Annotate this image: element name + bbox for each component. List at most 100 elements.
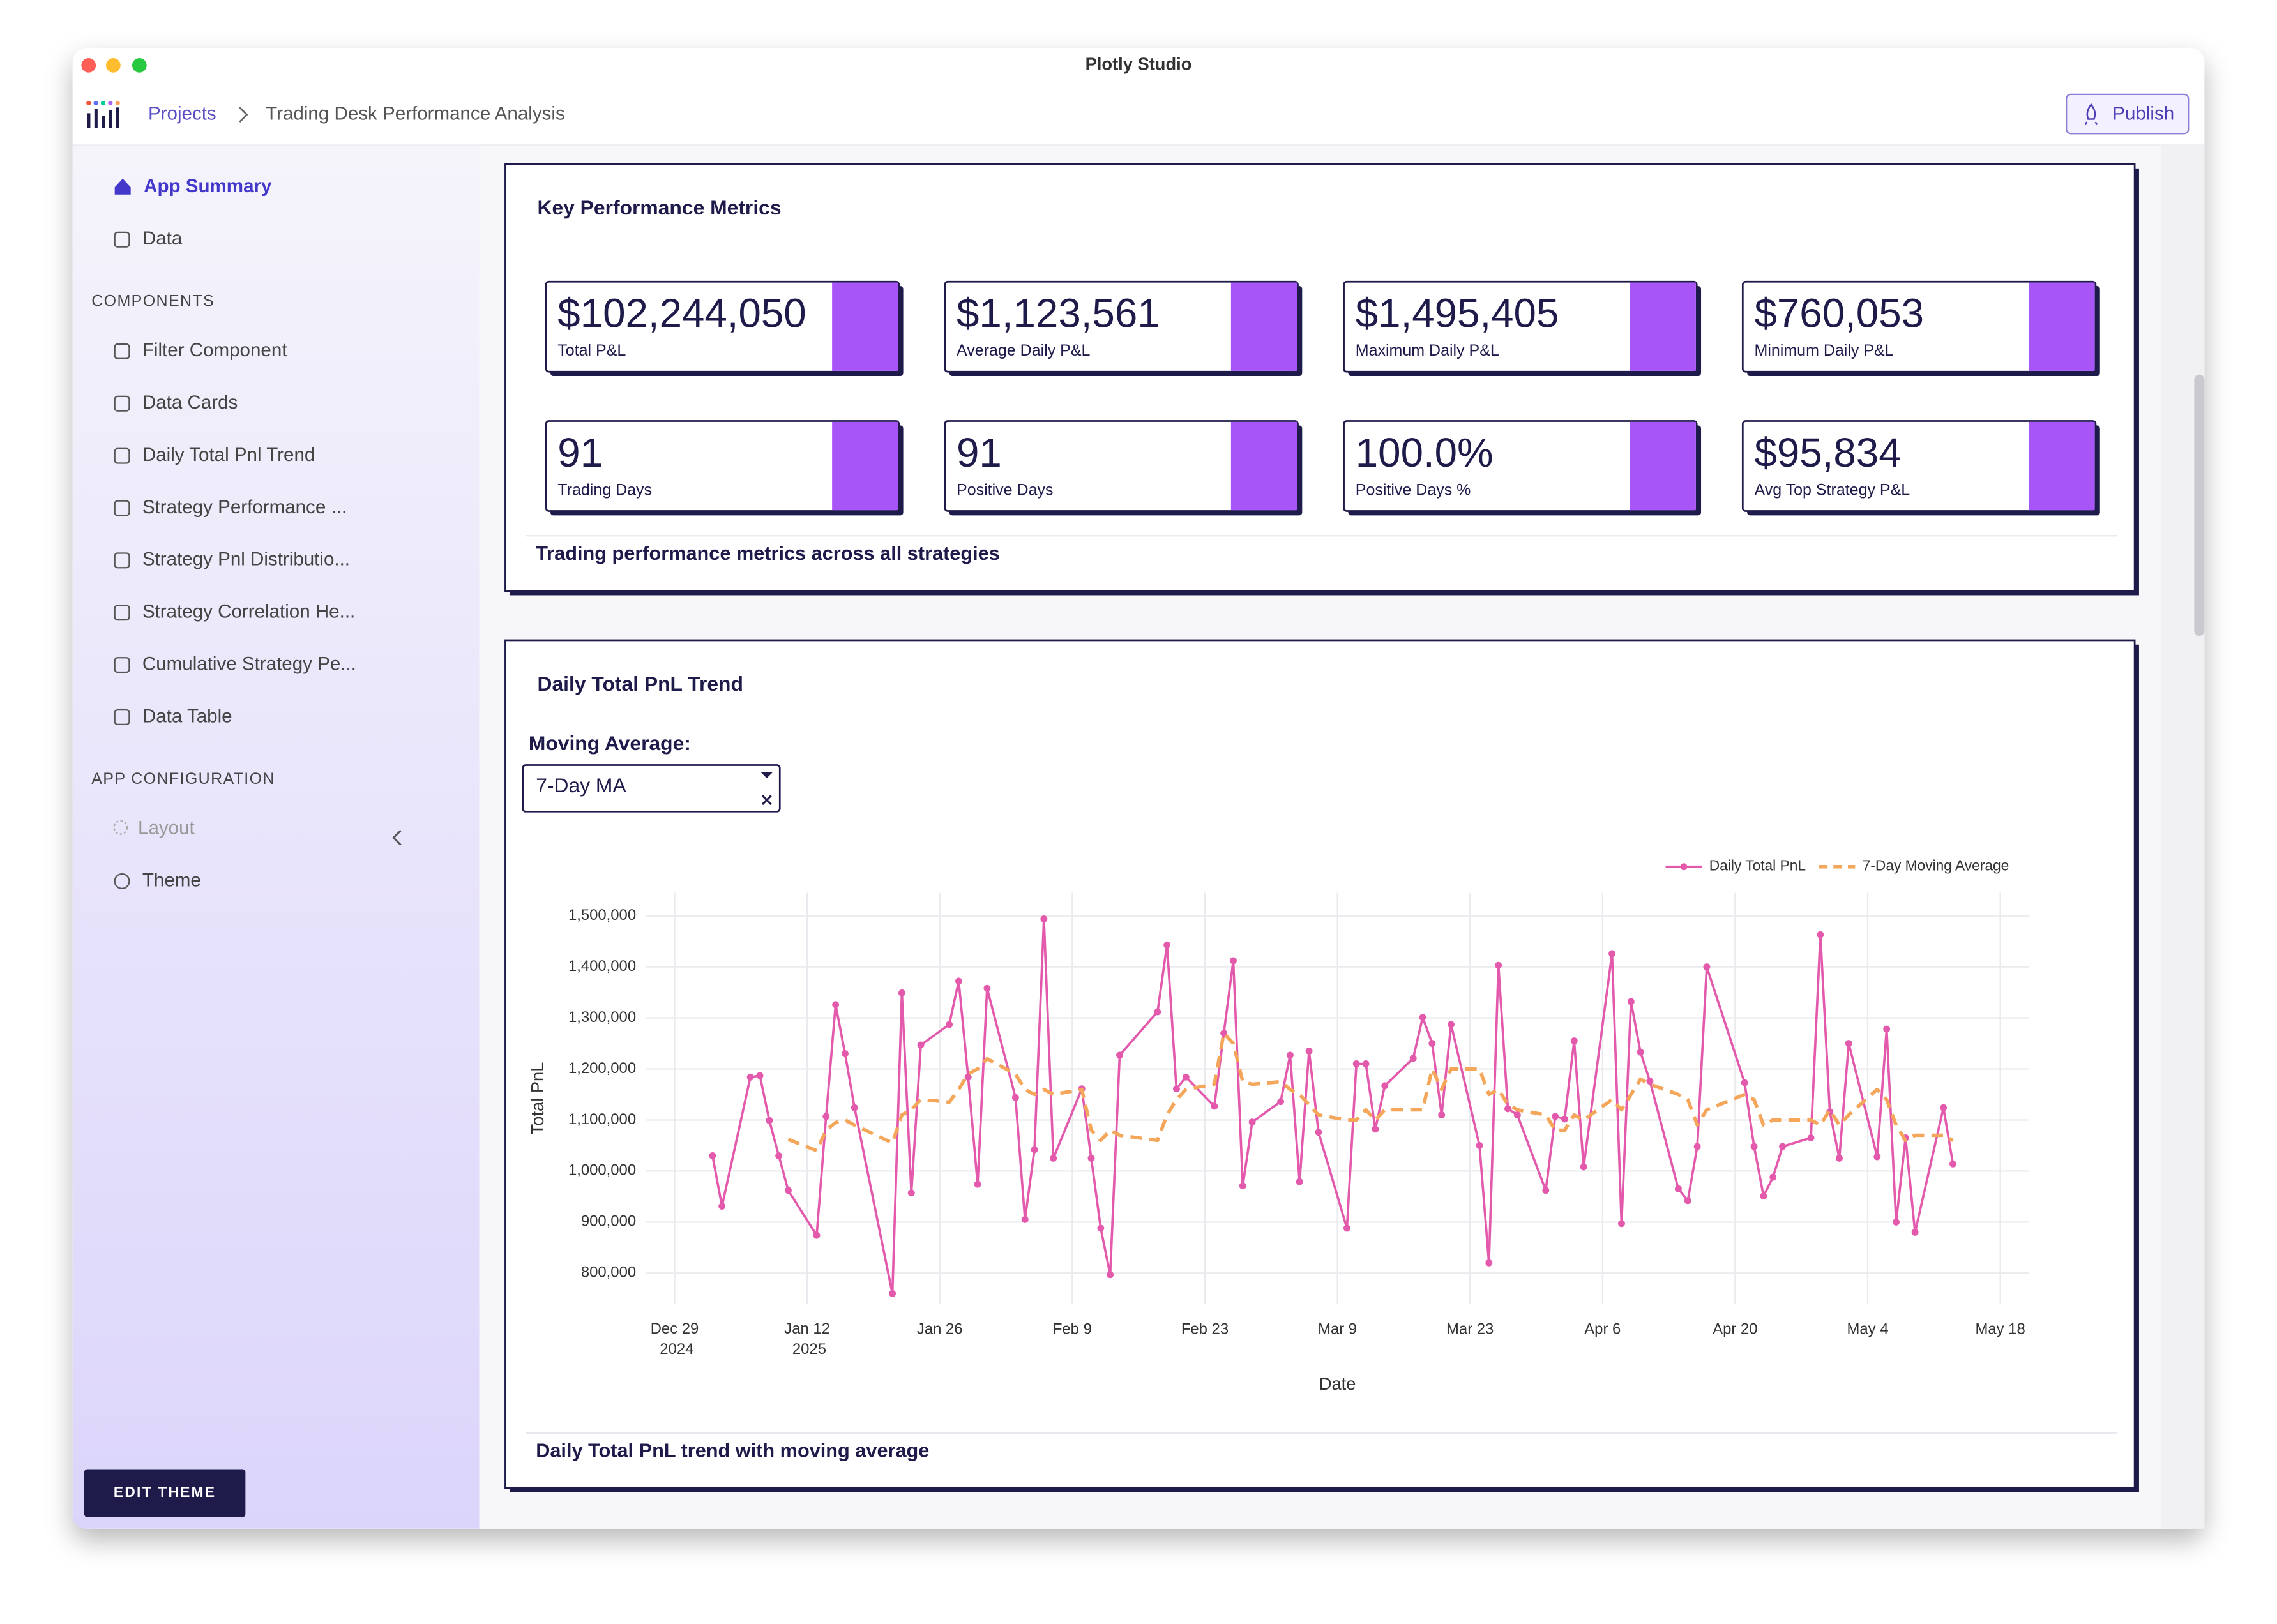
data-point[interactable] <box>1239 1182 1246 1190</box>
data-point[interactable] <box>1248 1118 1256 1126</box>
nav-icon[interactable] <box>114 343 130 359</box>
data-point[interactable] <box>955 977 962 985</box>
data-point[interactable] <box>1570 1037 1578 1044</box>
nav-icon[interactable] <box>114 873 130 889</box>
breadcrumb-root[interactable]: Projects <box>148 103 216 124</box>
nav-icon[interactable] <box>114 447 130 464</box>
nav-item[interactable]: Data Cards <box>142 392 238 413</box>
data-point[interactable] <box>1448 1021 1455 1028</box>
data-point[interactable] <box>1011 1094 1019 1101</box>
data-point[interactable] <box>1741 1079 1748 1086</box>
data-point[interactable] <box>841 1050 849 1057</box>
data-point[interactable] <box>775 1152 783 1159</box>
data-point[interactable] <box>1476 1141 1483 1149</box>
data-point[interactable] <box>1940 1104 1948 1111</box>
data-point[interactable] <box>1637 1048 1644 1056</box>
edit-theme-label[interactable]: EDIT THEME <box>114 1484 216 1500</box>
nav-item[interactable]: Strategy Pnl Distributio... <box>142 549 350 570</box>
data-point[interactable] <box>766 1116 773 1124</box>
data-point[interactable] <box>1608 950 1616 958</box>
data-point[interactable] <box>1220 1030 1228 1037</box>
data-point[interactable] <box>1495 961 1502 969</box>
data-point[interactable] <box>917 1041 925 1049</box>
data-point[interactable] <box>1173 1085 1180 1093</box>
legend-label[interactable]: Daily Total PnL <box>1709 857 1806 874</box>
data-point[interactable] <box>1277 1098 1285 1106</box>
data-point[interactable] <box>898 989 905 996</box>
data-point[interactable] <box>1315 1129 1322 1136</box>
data-point[interactable] <box>1485 1259 1493 1267</box>
data-point[interactable] <box>1580 1163 1587 1171</box>
data-point[interactable] <box>1107 1271 1114 1279</box>
data-point[interactable] <box>709 1152 716 1159</box>
data-point[interactable] <box>1296 1178 1303 1185</box>
data-point[interactable] <box>1031 1146 1038 1154</box>
data-point[interactable] <box>1769 1173 1777 1181</box>
data-point[interactable] <box>1229 957 1237 965</box>
data-point[interactable] <box>813 1231 821 1239</box>
data-point[interactable] <box>1428 1040 1436 1047</box>
scrollbar-thumb[interactable] <box>2194 374 2205 636</box>
data-point[interactable] <box>1911 1228 1919 1236</box>
data-point[interactable] <box>1286 1051 1294 1059</box>
data-point[interactable] <box>889 1289 896 1297</box>
close-button[interactable] <box>81 57 96 73</box>
data-point[interactable] <box>1693 1143 1701 1150</box>
data-point[interactable] <box>746 1073 754 1081</box>
data-point[interactable] <box>1883 1025 1891 1033</box>
data-point[interactable] <box>1097 1224 1105 1232</box>
nav-item[interactable]: Strategy Correlation He... <box>142 601 355 622</box>
data-point[interactable] <box>946 1021 953 1028</box>
data-point[interactable] <box>822 1113 830 1120</box>
legend-label[interactable]: 7-Day Moving Average <box>1863 857 2009 874</box>
data-point[interactable] <box>1381 1082 1389 1090</box>
data-point[interactable] <box>1684 1197 1691 1205</box>
data-point[interactable] <box>1893 1218 1900 1226</box>
data-point[interactable] <box>1362 1060 1370 1067</box>
data-point[interactable] <box>1305 1048 1313 1055</box>
data-point[interactable] <box>1087 1154 1095 1162</box>
data-point[interactable] <box>1513 1111 1521 1118</box>
data-point[interactable] <box>851 1104 858 1111</box>
data-point[interactable] <box>1154 1008 1161 1016</box>
nav-icon[interactable] <box>114 231 130 248</box>
data-point[interactable] <box>1504 1105 1511 1113</box>
data-point[interactable] <box>983 984 991 992</box>
dropdown-value[interactable]: 7-Day MA <box>536 774 626 797</box>
nav-icon[interactable] <box>114 500 130 516</box>
data-point[interactable] <box>1352 1060 1360 1067</box>
data-point[interactable] <box>1779 1143 1787 1150</box>
data-point[interactable] <box>974 1180 981 1188</box>
data-point[interactable] <box>1438 1111 1446 1118</box>
nav-icon[interactable] <box>114 605 130 621</box>
maximize-button[interactable] <box>132 57 147 73</box>
data-point[interactable] <box>1343 1224 1350 1232</box>
nav-icon[interactable] <box>114 552 130 569</box>
data-point[interactable] <box>1542 1187 1550 1194</box>
dropdown-clear[interactable] <box>761 795 772 806</box>
data-point[interactable] <box>1050 1154 1057 1162</box>
nav-item[interactable]: Theme <box>142 869 201 891</box>
data-point[interactable] <box>1674 1185 1682 1192</box>
nav-icon[interactable] <box>114 657 130 673</box>
data-point[interactable] <box>1021 1215 1029 1223</box>
nav-icon[interactable] <box>114 709 130 726</box>
data-point[interactable] <box>1646 1078 1654 1085</box>
publish-label[interactable]: Publish <box>2112 103 2174 124</box>
data-point[interactable] <box>1163 941 1171 949</box>
nav-icon[interactable] <box>114 395 130 412</box>
data-point[interactable] <box>1760 1192 1767 1200</box>
data-point[interactable] <box>1552 1113 1559 1120</box>
moving-average-dropdown[interactable] <box>522 764 781 813</box>
data-point[interactable] <box>1419 1014 1426 1021</box>
data-point[interactable] <box>1182 1073 1190 1081</box>
data-point[interactable] <box>785 1187 792 1194</box>
data-point[interactable] <box>756 1072 764 1079</box>
data-point[interactable] <box>1040 915 1048 922</box>
data-point[interactable] <box>1817 931 1824 938</box>
data-point[interactable] <box>1873 1153 1881 1161</box>
nav-item[interactable]: Daily Total Pnl Trend <box>142 444 315 465</box>
data-point[interactable] <box>1116 1051 1123 1059</box>
nav-item[interactable]: Cumulative Strategy Pe... <box>142 653 356 674</box>
data-point[interactable] <box>1372 1125 1379 1133</box>
